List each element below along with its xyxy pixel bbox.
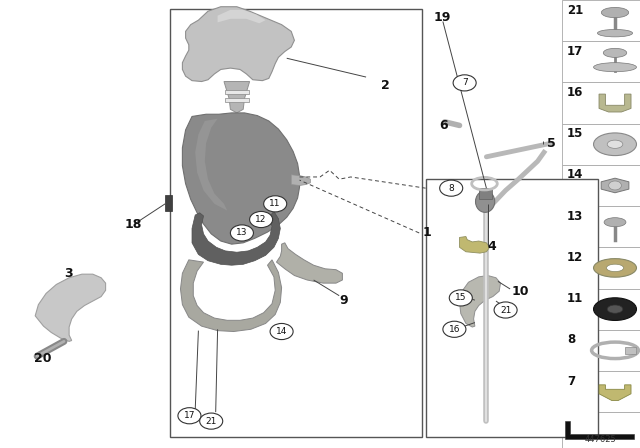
Circle shape: [609, 181, 621, 190]
Text: 18: 18: [125, 217, 142, 231]
Text: 21: 21: [205, 417, 217, 426]
Circle shape: [270, 323, 293, 340]
Bar: [562, 247, 640, 289]
Text: 14: 14: [567, 168, 584, 181]
Text: 7: 7: [462, 78, 467, 87]
Ellipse shape: [607, 140, 623, 148]
Bar: [170, 9, 422, 437]
Ellipse shape: [604, 48, 627, 57]
Polygon shape: [218, 10, 266, 23]
Circle shape: [453, 75, 476, 91]
Bar: [562, 412, 640, 448]
Circle shape: [494, 302, 517, 318]
Bar: [562, 0, 640, 448]
Bar: [562, 0, 640, 41]
Text: 14: 14: [276, 327, 287, 336]
Bar: [562, 371, 640, 412]
Ellipse shape: [602, 8, 628, 17]
Text: 17: 17: [567, 45, 583, 58]
Text: 17: 17: [184, 411, 195, 420]
Text: 4: 4: [488, 240, 497, 253]
Ellipse shape: [593, 298, 637, 320]
Text: 7: 7: [567, 375, 575, 388]
Text: 21: 21: [500, 306, 511, 314]
Bar: [562, 165, 640, 206]
Polygon shape: [224, 82, 250, 113]
Polygon shape: [291, 175, 310, 185]
Text: 12: 12: [567, 251, 583, 264]
Text: 16: 16: [449, 325, 460, 334]
Text: 2: 2: [381, 78, 390, 92]
Ellipse shape: [593, 63, 637, 72]
Circle shape: [200, 413, 223, 429]
Text: 8: 8: [449, 184, 454, 193]
Text: 10: 10: [512, 284, 529, 298]
Text: 16: 16: [567, 86, 584, 99]
Polygon shape: [182, 113, 300, 244]
Text: 1: 1: [422, 226, 431, 240]
Ellipse shape: [604, 218, 626, 227]
Ellipse shape: [607, 264, 623, 271]
Circle shape: [250, 211, 273, 228]
Circle shape: [440, 180, 463, 196]
Bar: [562, 289, 640, 330]
Polygon shape: [565, 421, 634, 439]
Text: 21: 21: [567, 4, 583, 17]
Text: 15: 15: [567, 127, 584, 140]
Text: 8: 8: [567, 333, 575, 346]
Bar: [225, 90, 249, 94]
Circle shape: [449, 290, 472, 306]
Text: 13: 13: [567, 210, 583, 223]
Ellipse shape: [476, 191, 495, 212]
Text: 11: 11: [567, 292, 583, 305]
Circle shape: [178, 408, 201, 424]
Text: 13: 13: [236, 228, 248, 237]
Text: 6: 6: [439, 119, 447, 132]
Ellipse shape: [593, 133, 637, 155]
Polygon shape: [460, 276, 500, 327]
Bar: [426, 179, 598, 437]
Text: 5: 5: [547, 137, 556, 150]
Text: 3: 3: [64, 267, 72, 280]
Polygon shape: [460, 237, 490, 253]
Circle shape: [443, 321, 466, 337]
Polygon shape: [180, 260, 282, 332]
Ellipse shape: [593, 258, 637, 277]
Polygon shape: [276, 243, 342, 283]
Bar: [479, 188, 492, 199]
Polygon shape: [195, 119, 227, 211]
Text: 11: 11: [269, 199, 281, 208]
Polygon shape: [601, 178, 629, 193]
Polygon shape: [192, 211, 280, 265]
Circle shape: [264, 196, 287, 212]
Bar: [562, 82, 640, 124]
Bar: [165, 195, 172, 211]
Ellipse shape: [607, 305, 623, 313]
Ellipse shape: [598, 30, 632, 37]
Bar: [562, 206, 640, 247]
Text: 19: 19: [434, 11, 451, 25]
Bar: [562, 330, 640, 371]
Bar: [625, 347, 636, 354]
Polygon shape: [599, 94, 631, 112]
Polygon shape: [35, 274, 106, 341]
Bar: [225, 98, 249, 102]
Bar: [562, 41, 640, 82]
Text: 447625: 447625: [585, 435, 617, 444]
Text: 9: 9: [339, 293, 348, 307]
Circle shape: [230, 225, 253, 241]
Bar: [562, 124, 640, 165]
Text: 12: 12: [255, 215, 267, 224]
Polygon shape: [599, 385, 631, 401]
Text: 15: 15: [455, 293, 467, 302]
Polygon shape: [182, 7, 294, 82]
Text: 20: 20: [34, 352, 51, 365]
